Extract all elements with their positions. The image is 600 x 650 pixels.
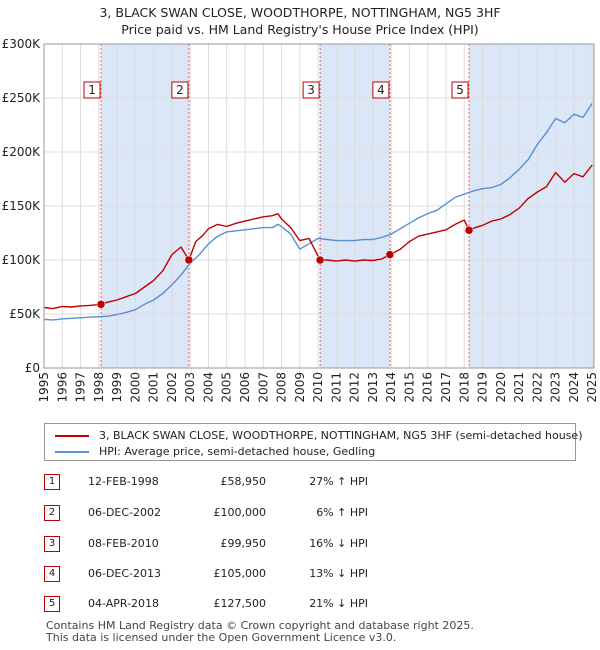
- x-tick-label: 2012: [348, 372, 362, 403]
- table-row: 4 06-DEC-2013 £105,000 13% ↓ HPI: [44, 565, 584, 583]
- table-row: 2 06-DEC-2002 £100,000 6% ↑ HPI: [44, 504, 584, 522]
- sale-date: 04-APR-2018: [88, 597, 160, 610]
- legend-label-property: 3, BLACK SWAN CLOSE, WOODTHORPE, NOTTING…: [99, 429, 583, 442]
- x-tick-label: 2008: [275, 372, 289, 403]
- property-price-line: [43, 164, 593, 310]
- sale-price: £58,950: [220, 475, 267, 488]
- x-tick-label: 2025: [585, 372, 599, 403]
- x-tick-label: 2004: [201, 372, 215, 403]
- y-tick-label: £300K: [2, 37, 42, 51]
- sale-number-badge: 1: [44, 474, 60, 490]
- legend: 3, BLACK SWAN CLOSE, WOODTHORPE, NOTTING…: [44, 423, 583, 461]
- x-tick-label: 1999: [110, 372, 124, 403]
- x-tick-label: 2002: [165, 372, 179, 403]
- sale-label-text: 1: [88, 83, 96, 97]
- series-lines: [43, 103, 593, 321]
- x-tick-label: 2017: [439, 372, 453, 403]
- table-row: 1 12-FEB-1998 £58,950 27% ↑ HPI: [44, 473, 584, 491]
- x-tick-label: 2022: [530, 372, 544, 403]
- sale-label-text: 4: [377, 83, 385, 97]
- sale-labels: 1 2 3 4 5: [83, 81, 469, 99]
- sale-label-box: [302, 81, 320, 99]
- sale-number-badge: 5: [44, 596, 60, 612]
- x-tick-label: 2005: [220, 372, 234, 403]
- x-tick-label: 1995: [37, 372, 51, 403]
- y-tick-label: £150K: [2, 199, 42, 213]
- sale-label-box: [171, 81, 189, 99]
- x-tick-label: 2009: [293, 372, 307, 403]
- x-tick-label: 2006: [238, 372, 252, 403]
- x-tick-label: 2024: [567, 372, 581, 403]
- x-tick-label: 2019: [476, 372, 490, 403]
- legend-swatch-hpi: [55, 451, 89, 453]
- legend-label-hpi: HPI: Average price, semi-detached house,…: [99, 445, 376, 458]
- sale-number-badge: 4: [44, 566, 60, 582]
- sale-hpi-diff: 6% ↑ HPI: [316, 506, 368, 519]
- x-tick-label: 2018: [457, 372, 471, 403]
- y-axis-ticks: £0 £50K £100K £150K £200K £250K £300K: [2, 37, 42, 375]
- sale-point: [464, 226, 474, 235]
- sale-label-text: 2: [176, 83, 184, 97]
- y-tick-label: £250K: [2, 91, 42, 105]
- sale-point: [315, 255, 325, 265]
- hpi-line: [43, 103, 593, 321]
- x-tick-label: 2021: [512, 372, 526, 403]
- sale-marker-lines: [100, 44, 470, 368]
- table-row: 5 04-APR-2018 £127,500 21% ↓ HPI: [44, 595, 584, 613]
- sale-label-text: 3: [307, 83, 315, 97]
- sale-date: 06-DEC-2002: [88, 506, 162, 519]
- sale-date: 06-DEC-2013: [88, 567, 162, 580]
- sale-hpi-diff: 13% ↓ HPI: [309, 567, 368, 580]
- x-tick-label: 1997: [74, 372, 88, 403]
- chart-title-block: 3, BLACK SWAN CLOSE, WOODTHORPE, NOTTING…: [0, 4, 600, 38]
- sale-label-box: [83, 81, 101, 99]
- sale-price: £100,000: [213, 506, 267, 519]
- x-tick-label: 2013: [366, 372, 380, 403]
- price-chart: 1 2 3 4 5 £0 £50K £100K £150K £200K £250K £300K 19…: [2, 37, 600, 403]
- sale-price: £105,000: [213, 567, 267, 580]
- sale-point: [96, 300, 106, 309]
- x-tick-label: 2014: [384, 372, 398, 403]
- sale-label-box: [372, 81, 390, 99]
- sale-label-text: 5: [456, 83, 464, 97]
- x-tick-label: 2015: [402, 372, 416, 403]
- sale-number-badge: 2: [44, 505, 60, 521]
- y-tick-label: £0: [25, 361, 40, 375]
- sale-price: £99,950: [220, 537, 267, 550]
- chart-subtitle: Price paid vs. HM Land Registry's House …: [121, 22, 479, 37]
- sale-date: 12-FEB-1998: [88, 475, 159, 488]
- footer-licence: This data is licensed under the Open Gov…: [46, 631, 397, 644]
- x-tick-label: 2003: [183, 372, 197, 403]
- sale-price: £127,500: [213, 597, 267, 610]
- chart-title: 3, BLACK SWAN CLOSE, WOODTHORPE, NOTTING…: [99, 5, 501, 20]
- y-tick-label: £200K: [2, 145, 42, 159]
- sale-hpi-diff: 27% ↑ HPI: [309, 475, 368, 488]
- x-tick-label: 2023: [549, 372, 563, 403]
- x-tick-label: 1998: [92, 372, 106, 403]
- sale-date: 08-FEB-2010: [88, 537, 159, 550]
- sale-point: [385, 250, 395, 259]
- footer: Contains HM Land Registry data © Crown c…: [46, 620, 474, 644]
- x-tick-label: 2016: [421, 372, 435, 403]
- x-tick-label: 2001: [147, 372, 161, 403]
- sale-points: [96, 226, 474, 309]
- sale-hpi-diff: 21% ↓ HPI: [309, 597, 368, 610]
- x-tick-label: 1996: [55, 372, 69, 403]
- sale-number-badge: 3: [44, 536, 60, 552]
- x-tick-label: 2020: [494, 372, 508, 403]
- sale-point: [184, 255, 194, 265]
- sale-label-box: [451, 81, 469, 99]
- sale-hpi-diff: 16% ↓ HPI: [309, 537, 368, 550]
- plot-frame: [43, 43, 595, 369]
- y-tick-label: £100K: [2, 253, 42, 267]
- x-tick-label: 2000: [128, 372, 142, 403]
- footer-copyright: Contains HM Land Registry data © Crown c…: [46, 619, 474, 632]
- x-axis-ticks: 1995 1996 1997 1998 1999 2000 2001 2002 2003 2004…: [37, 372, 599, 403]
- x-tick-label: 2010: [311, 372, 325, 403]
- x-tick-label: 2007: [256, 372, 270, 403]
- y-tick-label: £50K: [9, 307, 41, 321]
- x-tick-label: 2011: [329, 372, 343, 403]
- table-row: 3 08-FEB-2010 £99,950 16% ↓ HPI: [44, 535, 584, 553]
- legend-swatch-property: [55, 435, 89, 437]
